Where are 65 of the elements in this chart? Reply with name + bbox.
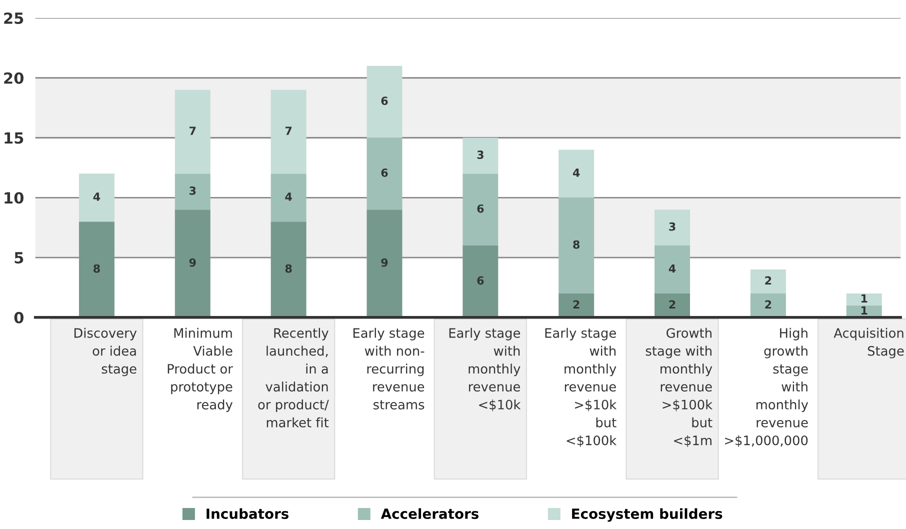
bar [270, 90, 306, 174]
bar [78, 174, 114, 222]
bar [558, 198, 594, 294]
data-label: 2 [573, 300, 580, 308]
bar [750, 269, 786, 294]
data-label: 4 [572, 168, 580, 177]
x-tick-label: High growth stage with monthly revenue >$1,000,000 [725, 328, 808, 447]
data-label: 2 [669, 300, 676, 308]
bar [78, 222, 114, 318]
bar [366, 138, 402, 210]
data-label: 9 [381, 258, 388, 267]
data-label: 6 [381, 96, 388, 106]
data-label: 7 [285, 126, 292, 135]
y-tick-label: 25 [4, 12, 24, 24]
y-tick-label: 10 [4, 192, 24, 204]
data-label: 3 [190, 186, 196, 195]
data-label: 7 [190, 126, 196, 135]
y-tick-label: 15 [4, 132, 24, 144]
y-tick-label: 5 [14, 252, 24, 264]
data-label: 1 [862, 294, 868, 302]
bar [654, 210, 690, 246]
x-tick-label: Growth stage with monthly revenue >$100k but <$1m [646, 328, 713, 447]
x-tick-label: Early stage with non- recurring revenue streams [353, 328, 424, 410]
bar [270, 222, 306, 318]
data-label: 4 [93, 192, 100, 201]
data-label: 9 [189, 258, 196, 267]
bar [366, 66, 402, 138]
x-tick-label: Recently launched, in a validation or product/ market fit [258, 328, 329, 428]
x-tick-label: Minimum Viable Product or prototype ready [168, 328, 233, 412]
data-label: 1 [862, 306, 868, 314]
x-tick-label: Acquisition Stage [834, 328, 904, 358]
bar [654, 293, 690, 318]
bar [462, 174, 498, 246]
bar [174, 210, 210, 318]
bar [846, 293, 882, 306]
legend-label: Accelerators [380, 508, 478, 519]
data-label: 2 [765, 300, 772, 308]
data-label: 2 [765, 276, 772, 285]
data-label: 6 [477, 204, 484, 213]
data-label: 4 [285, 192, 292, 201]
legend-label: Ecosystem builders [572, 508, 722, 522]
bar [654, 246, 690, 294]
bar [558, 150, 594, 198]
data-label: 6 [477, 276, 484, 285]
bar [462, 246, 498, 318]
y-tick-label: 0 [14, 312, 24, 324]
x-tick-label: Early stage with monthly revenue >$10k but <$100k [545, 328, 617, 447]
legend-label: Incubators [206, 508, 288, 519]
x-tick-label: Discovery or idea stage [74, 328, 137, 376]
bar [174, 90, 210, 174]
bar [462, 138, 498, 174]
bar [366, 210, 402, 318]
data-label: 8 [94, 264, 100, 273]
data-label: 3 [477, 150, 484, 159]
data-label: 8 [573, 240, 580, 249]
data-label: 8 [285, 264, 292, 273]
bar [270, 174, 306, 222]
x-tick-label: Early stage with monthly revenue <$10k [449, 328, 521, 412]
bar [174, 174, 210, 210]
data-label: 3 [669, 222, 676, 231]
y-tick-label: 20 [4, 72, 24, 84]
data-label: 4 [668, 264, 676, 273]
data-label: 6 [381, 168, 388, 177]
bar [750, 293, 786, 318]
bar [558, 293, 594, 318]
